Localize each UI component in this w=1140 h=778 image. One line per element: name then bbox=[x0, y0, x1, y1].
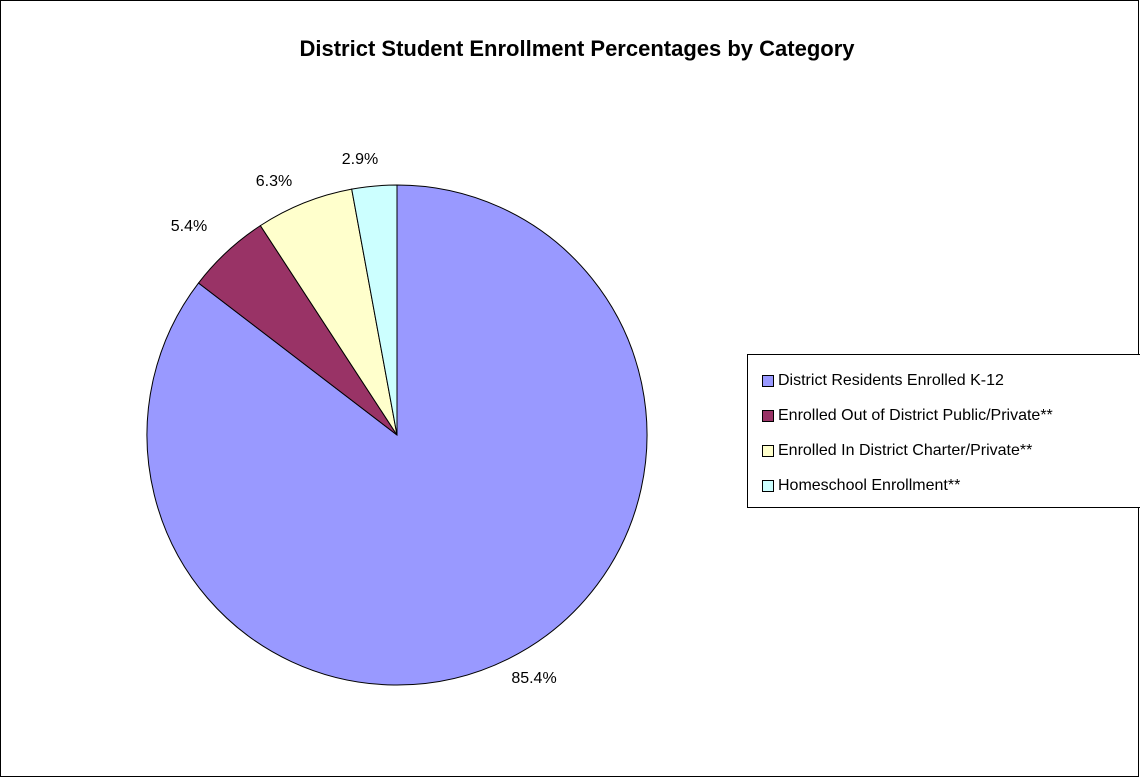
legend-label-in-district-charter: Enrolled In District Charter/Private** bbox=[778, 442, 1033, 459]
legend-item-homeschool: Homeschool Enrollment** bbox=[762, 475, 960, 497]
legend-swatch-in-district-charter bbox=[762, 445, 774, 457]
legend: District Residents Enrolled K-12 Enrolle… bbox=[747, 354, 1140, 508]
data-label-in-district-charter: 6.3% bbox=[256, 173, 292, 190]
legend-label-out-of-district: Enrolled Out of District Public/Private*… bbox=[778, 407, 1053, 424]
legend-item-district-residents: District Residents Enrolled K-12 bbox=[762, 370, 1004, 392]
legend-swatch-district-residents bbox=[762, 375, 774, 387]
data-label-homeschool: 2.9% bbox=[342, 151, 378, 168]
legend-item-in-district-charter: Enrolled In District Charter/Private** bbox=[762, 440, 1032, 462]
pie-slice-homeschool bbox=[351, 184, 398, 436]
legend-swatch-homeschool bbox=[762, 480, 774, 492]
legend-label-homeschool: Homeschool Enrollment** bbox=[778, 477, 961, 494]
data-label-out-of-district: 5.4% bbox=[171, 218, 207, 235]
data-label-district-residents: 85.4% bbox=[511, 670, 556, 687]
chart-title: District Student Enrollment Percentages … bbox=[299, 36, 855, 61]
legend-item-out-of-district: Enrolled Out of District Public/Private*… bbox=[762, 405, 1053, 427]
legend-swatch-out-of-district bbox=[762, 410, 774, 422]
legend-label-district-residents: District Residents Enrolled K-12 bbox=[778, 372, 1004, 389]
